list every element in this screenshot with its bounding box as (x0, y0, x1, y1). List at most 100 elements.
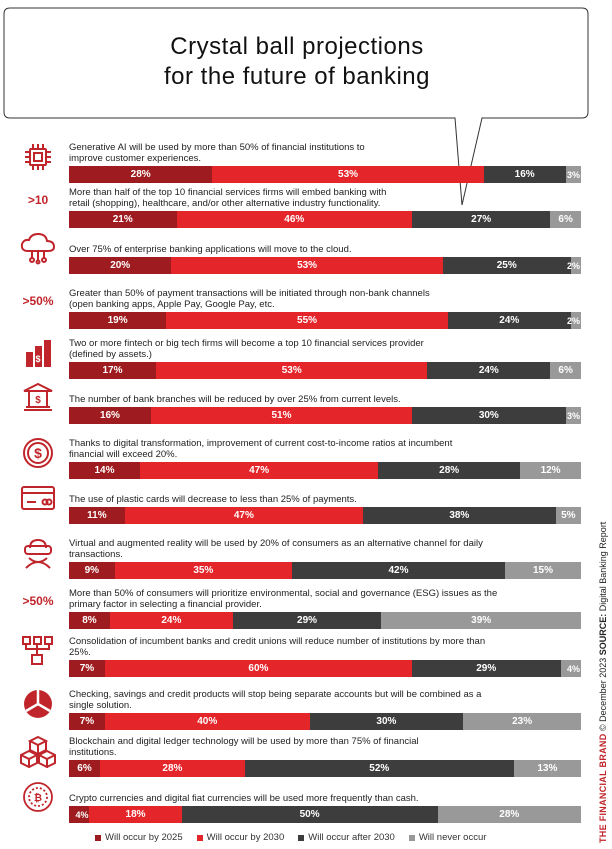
statement-text: Greater than 50% of payment transactions… (69, 288, 579, 310)
bar-segment: 42% (292, 562, 505, 579)
legend-swatch (298, 834, 305, 841)
bar-segment: 21% (69, 211, 177, 228)
statement-line: The number of bank branches will be redu… (69, 394, 401, 405)
title-line-1: Crystal ball projections (170, 33, 424, 60)
stacked-bar: 7% 40% 30% 23% (69, 713, 581, 730)
statement-text: Blockchain and digital ledger technology… (69, 736, 579, 758)
stacked-bar: 14% 47% 28% 12% (69, 462, 581, 479)
legend-label: Will occur by 2030 (206, 832, 285, 843)
statement-line: financial will exceed 20%. (69, 449, 178, 460)
statement-line: More than 50% of consumers will prioriti… (69, 588, 498, 599)
bar-segment: 24% (109, 612, 233, 629)
date-note: © December 2023 (598, 657, 608, 731)
legend-item: Will never occur (408, 832, 487, 843)
bar-segment: 39% (381, 612, 581, 629)
bar-segment: 24% (447, 312, 571, 329)
crypto-coin-icon: ₿ (18, 780, 58, 814)
statement-text: The use of plastic cards will decrease t… (69, 494, 579, 505)
source-label: SOURCE: (598, 613, 608, 656)
bar-segment: 16% (69, 407, 151, 424)
bar-segment: 30% (412, 407, 566, 424)
bar-segment: 17% (69, 362, 157, 379)
bar-segment: 28% (378, 462, 521, 479)
bar-segment: 28% (437, 806, 581, 823)
bar-segment: 9% (69, 562, 115, 579)
statement-line: improve customer experiences. (69, 153, 201, 164)
speech-bubble (3, 7, 589, 206)
bar-segment: 4% (560, 660, 581, 677)
statement-line: single solution. (69, 700, 132, 711)
bar-segment: 18% (89, 806, 182, 823)
stacked-bar: 19% 55% 24% 2% (69, 312, 581, 329)
svg-text:$: $ (35, 395, 41, 406)
data-label: 3% (566, 169, 580, 180)
statement-line: institutions. (69, 747, 117, 758)
vr-headset-icon (18, 536, 58, 570)
statement-line: primary factor in selecting a financial … (69, 599, 262, 610)
brand-name: THE FINANCIAL BRAND (598, 733, 608, 843)
bar-segment: 7% (69, 713, 105, 730)
statement-line: (open banking apps, Apple Pay, Google Pa… (69, 299, 275, 310)
statement-line: 25%. (69, 647, 91, 658)
statement-line: Checking, savings and credit products wi… (69, 689, 482, 700)
bar-segment: 53% (171, 257, 443, 274)
data-label: 4% (566, 663, 580, 674)
bar-segment: 52% (244, 760, 514, 777)
bar-segment: 47% (124, 507, 363, 524)
bar-segment: 29% (412, 660, 561, 677)
statement-text: Consolidation of incumbent banks and cre… (69, 636, 579, 658)
legend-swatch (196, 834, 203, 841)
pie-icon (18, 687, 58, 721)
bar-segment: 35% (114, 562, 293, 579)
bar-segment: 14% (69, 462, 140, 479)
bank-branch-icon: $ (18, 381, 58, 415)
bar-segment: 15% (504, 562, 581, 579)
bar-segment: 47% (139, 462, 379, 479)
bar-segment: 12% (520, 462, 581, 479)
data-label: 4% (75, 809, 89, 820)
legend-item: Will occur by 2030 (196, 832, 285, 843)
legend: Will occur by 2025 Will occur by 2030 Wi… (95, 832, 486, 843)
legend-item: Will occur after 2030 (298, 832, 395, 843)
stacked-bar: 17% 53% 24% 6% (69, 362, 581, 379)
svg-text:₿: ₿ (34, 792, 42, 804)
cloud-icon (18, 231, 58, 265)
bar-segment: 3% (565, 407, 581, 424)
bar-segment: 11% (69, 507, 125, 524)
chip-icon (18, 140, 58, 174)
row-badge: >10 (27, 193, 49, 207)
statement-text: The number of bank branches will be redu… (69, 394, 579, 405)
stacked-bar: 21% 46% 27% 6% (69, 211, 581, 228)
statement-line: More than half of the top 10 financial s… (69, 187, 387, 198)
bar-segment: 51% (150, 407, 413, 424)
stacked-bar: 28% 53% 16% 3% (69, 166, 581, 183)
stacked-bar: 4% 18% 50% 28% (69, 806, 581, 823)
page-title: Crystal ball projections for the future … (0, 32, 594, 92)
stacked-bar: 16% 51% 30% 3% (69, 407, 581, 424)
bar-segment: 19% (69, 312, 167, 329)
data-label: 3% (566, 410, 580, 421)
bar-segment: 25% (442, 257, 571, 274)
legend-swatch (408, 834, 415, 841)
consolidation-icon (18, 634, 58, 668)
legend-label: Will occur after 2030 (308, 832, 395, 843)
stacked-bar: 8% 24% 29% 39% (69, 612, 581, 629)
bar-segment: 28% (100, 760, 245, 777)
svg-text:$: $ (34, 445, 42, 461)
bar-segment: 6% (550, 211, 581, 228)
statement-line: Two or more fintech or big tech firms wi… (69, 338, 424, 349)
bar-segment: 23% (463, 713, 581, 730)
credit-card-icon (18, 481, 58, 515)
bar-segment: 24% (427, 362, 551, 379)
bar-segment: 27% (412, 211, 551, 228)
bar-segment: 5% (555, 507, 581, 524)
stacked-bar: 6% 28% 52% 13% (69, 760, 581, 777)
statement-line: The use of plastic cards will decrease t… (69, 494, 357, 505)
bar-segment: 29% (232, 612, 382, 629)
statement-line: Crypto currencies and digital fiat curre… (69, 793, 419, 804)
row-badge: >50% (22, 594, 54, 608)
data-label: 2% (566, 315, 580, 326)
source-name: Digital Banking Report (598, 521, 608, 612)
bar-segment: 16% (483, 166, 566, 183)
legend-label: Will never occur (418, 832, 487, 843)
